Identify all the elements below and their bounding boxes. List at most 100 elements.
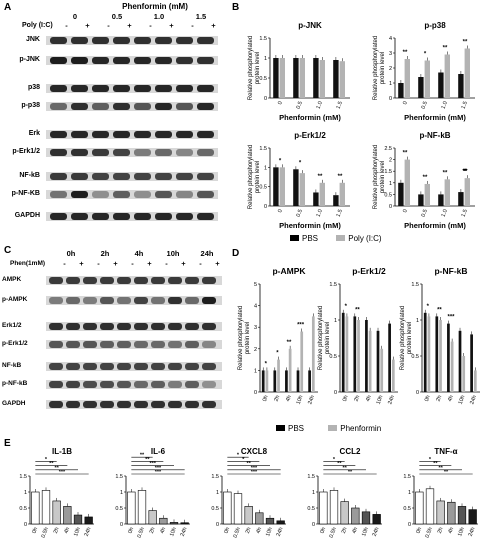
y-axis-label: Relative phosphorylated <box>373 36 379 100</box>
blot-label-p-ampk: p-AMPK <box>2 296 28 303</box>
x-tick-label: 2h <box>149 527 157 535</box>
blot-strip <box>46 400 222 409</box>
bar <box>391 359 395 392</box>
legend-d-item-phen: Phenformin <box>340 424 382 433</box>
x-tick-label: 0.5 <box>296 209 304 218</box>
blot-band <box>176 103 193 110</box>
blot-label-nf-kb: NF-kB <box>19 172 40 179</box>
chart-title: p-AMPK <box>272 266 306 276</box>
x-axis-label: Phenformin (mM) <box>404 221 466 230</box>
y-axis-label: protein level <box>255 52 261 84</box>
blot-band <box>50 85 67 92</box>
significance: * <box>265 361 268 367</box>
x-tick-label: 2h <box>437 527 445 535</box>
bar <box>261 370 265 392</box>
blot-band <box>197 37 214 44</box>
significance: * <box>424 52 427 58</box>
bar <box>159 517 168 525</box>
significance: * <box>45 457 48 463</box>
chart-title: CCL2 <box>340 447 361 456</box>
blot-label-p-nf-kb: p-NF-KB <box>11 190 40 197</box>
blot-label-nf-kb: NF-kB <box>2 362 22 369</box>
chart-title: p-Erk1/2 <box>294 131 326 140</box>
y-axis-label: protein level <box>255 161 261 193</box>
blot-band <box>113 213 130 220</box>
bar <box>365 320 368 392</box>
blot-band <box>113 103 130 110</box>
blot-band <box>92 131 109 138</box>
bar <box>425 488 435 525</box>
blot-band <box>134 131 151 138</box>
bar <box>436 500 445 525</box>
x-tick-label: 1.5 <box>461 101 469 110</box>
blot-label-p-erk1-2: p-Erk1/2 <box>2 340 28 347</box>
x-tick-label: 0.5 <box>421 101 429 110</box>
x-tick-label: 10h <box>265 527 274 538</box>
blot-band <box>197 173 214 180</box>
y-tick-label: 1 <box>389 181 392 187</box>
bar <box>457 506 467 525</box>
significance: * <box>276 351 279 357</box>
y-tick-label: 2 <box>389 158 392 164</box>
bar <box>223 491 232 525</box>
bar <box>415 491 424 525</box>
blot-band <box>185 277 199 284</box>
blot-band <box>168 381 182 388</box>
y-tick-label: 0 <box>389 96 392 102</box>
x-tick-label: 1.0 <box>441 209 449 218</box>
x-tick-label: 4h <box>447 395 455 403</box>
y-tick-label: 0 <box>264 96 267 102</box>
bar <box>63 506 72 525</box>
blot-band <box>92 213 109 220</box>
x-tick-label: 24h <box>276 527 285 538</box>
blot-band <box>92 85 109 92</box>
blot-label-erk: Erk <box>28 130 40 137</box>
significance: *** <box>155 465 162 471</box>
blot-label-p-p38: p-p38 <box>21 102 40 109</box>
x-tick-label: 10h <box>73 527 82 538</box>
significance: ** <box>287 340 292 346</box>
bar <box>339 182 345 206</box>
y-tick-label: 3 <box>389 51 392 57</box>
bar <box>458 192 464 206</box>
blot-band <box>50 103 67 110</box>
significance: *** <box>155 470 162 476</box>
blot-band <box>202 323 216 330</box>
significance: ** <box>463 169 468 175</box>
poly-sign: - <box>149 21 152 30</box>
significance: *** <box>447 315 455 321</box>
bar <box>293 58 299 98</box>
y-tick-label: 1 <box>334 318 337 324</box>
blot-label-ampk: AMPK <box>2 276 22 283</box>
phen-sign: + <box>79 259 84 268</box>
blot-band <box>134 173 151 180</box>
x-tick-label: 4h <box>365 395 373 403</box>
x-tick-label: 1.5 <box>336 209 344 218</box>
legend-swatch-phen <box>328 425 338 431</box>
blot-strip <box>46 56 218 65</box>
bar <box>308 370 311 392</box>
y-tick-label: 0 <box>24 522 27 528</box>
significance: ** <box>247 461 252 467</box>
y-tick-label: 0 <box>216 522 219 528</box>
y-tick-label: 1 <box>264 165 267 171</box>
y-tick-label: 1 <box>416 318 419 324</box>
bar <box>273 58 279 98</box>
blot-label-gapdh: GAPDH <box>14 212 40 219</box>
bar <box>380 348 384 392</box>
time-label: 24h <box>200 249 214 258</box>
blot-strip <box>46 362 222 371</box>
blot-band <box>134 341 148 348</box>
blot-band <box>168 341 182 348</box>
blot-band <box>50 213 67 220</box>
bar <box>233 493 243 525</box>
blot-band <box>134 191 151 198</box>
blot-band <box>50 37 67 44</box>
bar <box>438 194 444 206</box>
blot-band <box>117 341 131 348</box>
x-tick-label: 0h <box>415 527 423 535</box>
blot-strip <box>46 296 222 305</box>
bar <box>319 60 325 98</box>
bar <box>418 77 424 98</box>
